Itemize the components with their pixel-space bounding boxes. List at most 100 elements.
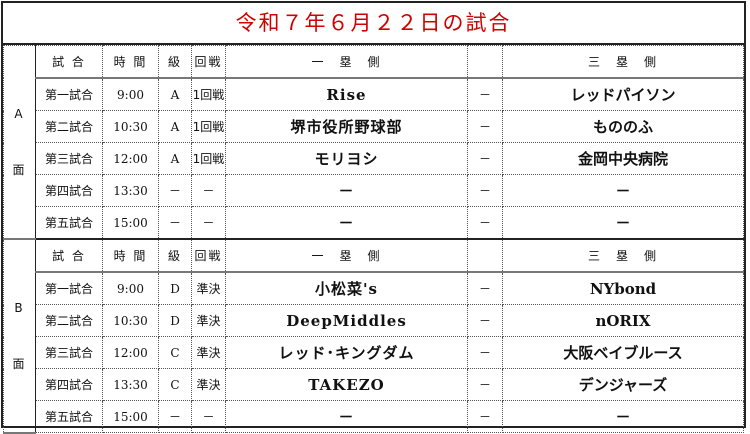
cell-match: 第五試合 [35, 400, 103, 433]
cell-vs: － [467, 271, 503, 305]
cell-round: 準決 [191, 271, 226, 305]
header-round: 回戦 [191, 238, 226, 273]
cell-third: デンジャーズ [502, 368, 744, 401]
cell-third: NYbond [502, 271, 744, 305]
table-row: 第二試合 10:30 A 1回戦 堺市役所野球部－もののふ [4, 110, 744, 143]
cell-round: － [191, 206, 226, 240]
cell-first: － [225, 174, 468, 207]
cell-grade: － [158, 206, 192, 240]
table-row: 第五試合 15:00 －－－－－ [4, 400, 744, 433]
court-letter: A [14, 107, 25, 121]
cell-grade: A [158, 142, 192, 175]
table-row: 第四試合 13:30 C 準決 TAKEZO －デンジャーズ [4, 368, 744, 401]
cell-match: 第五試合 [35, 206, 103, 240]
cell-time: 15:00 [102, 400, 159, 433]
cell-third: もののふ [502, 110, 744, 143]
cell-time: 12:00 [102, 336, 159, 369]
header-grade: 級 [158, 238, 192, 273]
court-suffix: 面 [12, 163, 27, 177]
table-row: 第三試合 12:00 A 1回戦 モリヨシ－金岡中央病院 [4, 142, 744, 175]
cell-vs: － [467, 400, 503, 433]
cell-match: 第一試合 [35, 271, 103, 305]
cell-time: 15:00 [102, 206, 159, 240]
cell-vs: － [467, 206, 503, 240]
cell-time: 13:30 [102, 368, 159, 401]
cell-match: 第四試合 [35, 368, 103, 401]
header-match: 試 合 [35, 45, 103, 79]
court-letter: B [14, 300, 25, 315]
cell-first: － [225, 206, 468, 240]
cell-first: モリヨシ [225, 142, 468, 175]
cell-grade: － [158, 400, 192, 433]
cell-round: 準決 [191, 304, 226, 337]
cell-time: 13:30 [102, 174, 159, 207]
cell-third: 大阪ベイブルース [502, 336, 744, 369]
header-third: 三 塁 側 [502, 238, 744, 273]
cell-grade: － [158, 174, 192, 207]
cell-grade: A [158, 77, 192, 111]
cell-time: 10:30 [102, 304, 159, 337]
header-match: 試 合 [35, 238, 103, 273]
header-grade: 級 [158, 45, 192, 79]
cell-time: 9:00 [102, 271, 159, 305]
table-row: 第二試合 10:30 D 準決 DeepMiddles － nORIX [4, 304, 744, 337]
cell-grade: C [158, 368, 192, 401]
cell-third: nORIX [502, 304, 744, 337]
cell-grade: A [158, 110, 192, 143]
cell-first: レッド･キングダム [225, 336, 468, 369]
cell-grade: C [158, 336, 192, 369]
cell-first: Rise [225, 77, 468, 111]
header-vs [467, 45, 503, 79]
cell-round: － [191, 174, 226, 207]
cell-time: 9:00 [102, 77, 159, 111]
table-row: 第三試合 12:00 C 準決 レッド･キングダム－大阪ベイブルース [4, 336, 744, 369]
cell-vs: － [467, 174, 503, 207]
header-first: 一 塁 側 [225, 238, 468, 273]
cell-round: 1回戦 [191, 110, 226, 143]
cell-time: 10:30 [102, 110, 159, 143]
page-title: 令和７年６月２２日の試合 [3, 3, 744, 45]
header-first: 一 塁 側 [225, 45, 468, 79]
cell-vs: － [467, 77, 503, 111]
table-row: 第四試合 13:30 －－－－－ [4, 174, 744, 207]
cell-match: 第一試合 [35, 77, 103, 111]
cell-third: － [502, 206, 744, 240]
cell-vs: － [467, 142, 503, 175]
cell-grade: D [158, 304, 192, 337]
cell-round: 準決 [191, 336, 226, 369]
cell-vs: － [467, 110, 503, 143]
header-round: 回戦 [191, 45, 226, 79]
table-row: 第一試合 9:00 D 準決 小松菜's － NYbond [4, 271, 744, 305]
cell-match: 第二試合 [35, 304, 103, 337]
cell-match: 第三試合 [35, 142, 103, 175]
header-third: 三 塁 側 [502, 45, 744, 79]
table-row: 第五試合 15:00 －－－－－ [4, 206, 744, 240]
cell-first: TAKEZO [225, 368, 468, 401]
cell-first: DeepMiddles [225, 304, 468, 337]
cell-first: 小松菜's [225, 271, 468, 305]
cell-match: 第四試合 [35, 174, 103, 207]
cell-match: 第二試合 [35, 110, 103, 143]
cell-first: － [225, 400, 468, 433]
cell-grade: D [158, 271, 192, 305]
cell-vs: － [467, 368, 503, 401]
header-vs [467, 238, 503, 273]
cell-round: 1回戦 [191, 77, 226, 111]
cell-third: レッドパイソン [502, 77, 744, 111]
cell-round: 準決 [191, 368, 226, 401]
cell-third: 金岡中央病院 [502, 142, 744, 175]
cell-vs: － [467, 304, 503, 337]
cell-round: 1回戦 [191, 142, 226, 175]
cell-first: 堺市役所野球部 [225, 110, 468, 143]
cell-third: － [502, 174, 744, 207]
cell-time: 12:00 [102, 142, 159, 175]
table-row: 第一試合 9:00 A 1回戦 Rise －レッドパイソン [4, 77, 744, 111]
cell-vs: － [467, 336, 503, 369]
header-time: 時 間 [102, 238, 159, 273]
